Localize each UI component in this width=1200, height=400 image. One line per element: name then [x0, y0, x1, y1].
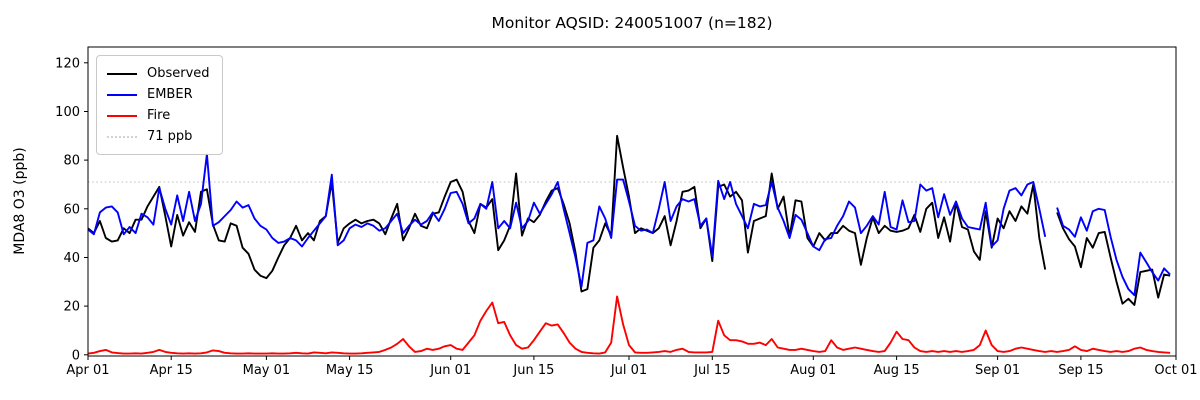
x-tick-label: Apr 15 — [150, 363, 193, 378]
y-tick-label: 60 — [63, 202, 80, 217]
legend-label: 71 ppb — [147, 129, 193, 144]
y-tick-label: 120 — [55, 56, 80, 71]
chart-title: Monitor AQSID: 240051007 (n=182) — [491, 14, 773, 32]
x-tick-label: May 15 — [326, 363, 374, 378]
x-tick-label: Jul 01 — [610, 363, 647, 378]
legend-swatch-dotted — [107, 135, 137, 138]
x-tick-label: Sep 15 — [1058, 363, 1103, 378]
tick-labels-group: Apr 01 Apr 15 May 01 May 15 Jun 01 Jun 15 Jul … — [55, 56, 1197, 378]
legend-swatch-solid — [107, 72, 137, 75]
y-tick-label: 100 — [55, 105, 80, 120]
legend-item-observed: Observed — [107, 63, 210, 84]
series-line-ember — [87, 153, 1171, 297]
x-tick-label: Jun 15 — [512, 363, 554, 378]
legend-item-71-ppb: 71 ppb — [107, 126, 210, 147]
legend-label: EMBER — [147, 87, 193, 102]
x-tick-label: Jul 15 — [693, 363, 730, 378]
y-tick-label: 20 — [63, 300, 80, 315]
y-tick-label: 40 — [63, 251, 80, 266]
series-line-fire — [87, 295, 1171, 355]
x-tick-label: Jun 01 — [429, 363, 471, 378]
legend-label: Observed — [147, 66, 210, 81]
x-tick-label: May 01 — [243, 363, 291, 378]
legend: Observed EMBER Fire 71 ppb — [96, 55, 223, 155]
legend-item-fire: Fire — [107, 105, 210, 126]
y-tick-label: 80 — [63, 154, 80, 169]
axes-spines — [87, 46, 1177, 357]
legend-swatch-solid — [107, 114, 137, 117]
y-tick-label: 0 — [72, 348, 80, 363]
legend-swatch-solid — [107, 93, 137, 96]
series-lines-group — [87, 134, 1171, 355]
legend-item-ember: EMBER — [107, 84, 210, 105]
tick-marks-group — [84, 62, 1177, 360]
series-line-observed — [87, 134, 1171, 306]
x-tick-label: Apr 01 — [66, 363, 109, 378]
x-tick-label: Aug 15 — [874, 363, 920, 378]
x-tick-label: Aug 01 — [790, 363, 836, 378]
legend-label: Fire — [147, 108, 171, 123]
y-axis-label: MDA8 O3 (ppb) — [12, 147, 28, 255]
x-tick-label: Sep 01 — [975, 363, 1020, 378]
x-tick-label: Oct 01 — [1154, 363, 1197, 378]
